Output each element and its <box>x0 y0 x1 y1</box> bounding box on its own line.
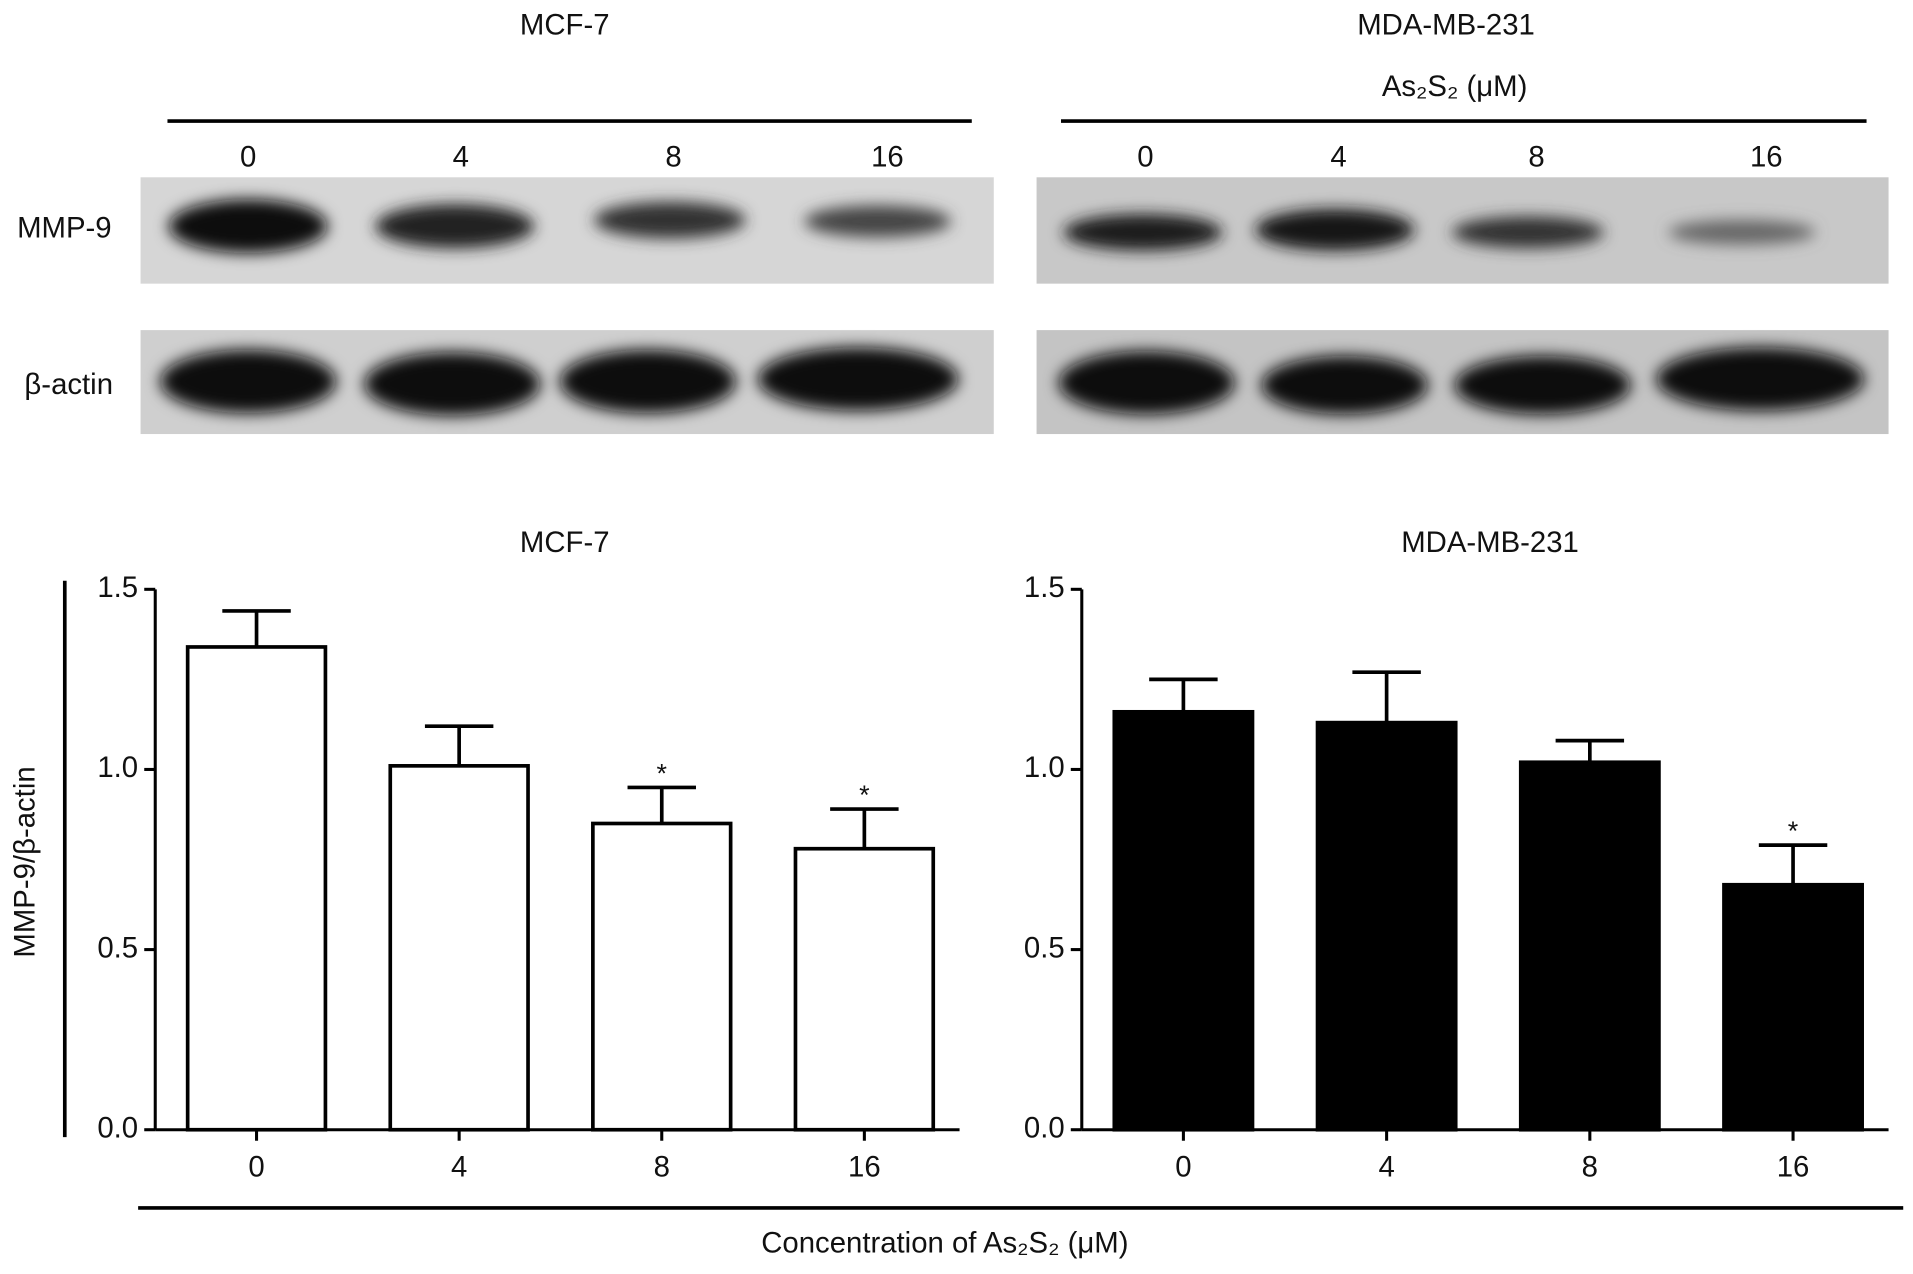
y-tick-label: 0.5 <box>1024 931 1065 964</box>
x-tick-label: 0 <box>248 1151 264 1184</box>
bar <box>1722 882 1864 1132</box>
lane-label: 0 <box>1137 141 1153 174</box>
bar <box>1518 760 1661 1132</box>
y-axis-label: MMP-9/β-actin <box>9 766 42 957</box>
blot-title: MCF-7 <box>520 9 610 42</box>
x-tick-label: 4 <box>451 1151 467 1184</box>
lane-label: 4 <box>453 141 469 174</box>
bar <box>185 645 328 1132</box>
lane-label: 4 <box>1330 141 1346 174</box>
y-tick-label: 1.0 <box>97 751 138 784</box>
x-tick-label: 16 <box>848 1151 881 1184</box>
bar <box>591 821 733 1132</box>
error-bar <box>1352 670 1421 723</box>
significance-label: * <box>1788 816 1799 846</box>
x-tick-label: 8 <box>1582 1151 1598 1184</box>
row-label: MMP-9 <box>17 212 112 245</box>
lane-label: 0 <box>240 141 256 174</box>
x-tick-label: 8 <box>654 1151 670 1184</box>
bar <box>1315 720 1458 1132</box>
y-tick-label: 1.5 <box>1024 571 1065 604</box>
row-label: β-actin <box>24 368 113 401</box>
lane-label: 8 <box>665 141 681 174</box>
error-bar <box>627 785 696 824</box>
bar <box>388 764 530 1132</box>
treatment-label: As₂S₂ (μM) <box>1382 70 1528 103</box>
error-bar <box>1555 738 1625 763</box>
error-bar <box>222 609 291 647</box>
y-tick-label: 0.0 <box>1024 1111 1065 1144</box>
significance-label: * <box>657 758 668 788</box>
blot-mda <box>1036 177 1889 435</box>
error-bar <box>424 724 494 766</box>
blot-title: MDA-MB-231 <box>1357 9 1535 42</box>
error-bar <box>1149 677 1218 712</box>
x-axis-label: Concentration of As₂S₂ (μM) <box>761 1226 1128 1259</box>
lane-label: 8 <box>1528 141 1544 174</box>
error-bar <box>1758 843 1828 885</box>
bar <box>1112 709 1255 1132</box>
x-tick-label: 16 <box>1777 1151 1810 1184</box>
error-bar <box>830 807 899 849</box>
lane-label: 16 <box>1750 141 1783 174</box>
chart-title: MCF-7 <box>520 526 610 559</box>
lane-label: 16 <box>871 141 904 174</box>
y-tick-label: 0.5 <box>97 931 138 964</box>
blot-mcf7 <box>140 177 994 435</box>
bar <box>793 846 936 1132</box>
y-tick-label: 1.0 <box>1024 751 1065 784</box>
y-tick-label: 0.0 <box>97 1111 138 1144</box>
significance-label: * <box>859 780 870 810</box>
y-tick-label: 1.5 <box>97 571 138 604</box>
x-tick-label: 0 <box>1175 1151 1191 1184</box>
chart-title: MDA-MB-231 <box>1401 526 1579 559</box>
x-tick-label: 4 <box>1378 1151 1394 1184</box>
